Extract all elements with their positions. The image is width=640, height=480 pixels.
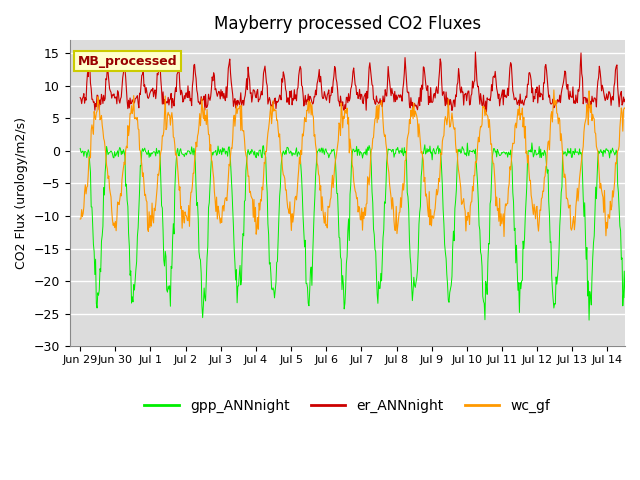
wc_gf (500, 234, 508, 240)
Text: MB_processed: MB_processed (78, 55, 178, 68)
gpp_ANNnight (76, 145, 84, 151)
wc_gf (76, 216, 84, 222)
er_ANNnight (76, 95, 84, 100)
gpp_ANNnight (308, 254, 316, 260)
wc_gf (152, 193, 160, 199)
gpp_ANNnight (79, 148, 86, 154)
er_ANNnight (621, 96, 629, 102)
wc_gf (621, 106, 629, 111)
gpp_ANNnight (481, 300, 488, 306)
gpp_ANNnight (621, 295, 629, 300)
er_ANNnight (472, 49, 479, 55)
gpp_ANNnight (152, 145, 160, 151)
er_ANNnight (481, 109, 489, 115)
gpp_ANNnight (585, 317, 593, 323)
wc_gf (79, 214, 86, 219)
er_ANNnight (152, 89, 160, 95)
gpp_ANNnight (467, 148, 475, 154)
wc_gf (330, 185, 337, 191)
Legend: gpp_ANNnight, er_ANNnight, wc_gf: gpp_ANNnight, er_ANNnight, wc_gf (139, 393, 556, 419)
Line: gpp_ANNnight: gpp_ANNnight (80, 143, 625, 320)
wc_gf (467, 199, 475, 205)
wc_gf (550, 87, 557, 93)
er_ANNnight (467, 93, 475, 98)
wc_gf (308, 112, 316, 118)
Line: wc_gf: wc_gf (80, 90, 625, 237)
Line: er_ANNnight: er_ANNnight (80, 52, 625, 112)
Title: Mayberry processed CO2 Fluxes: Mayberry processed CO2 Fluxes (214, 15, 481, 33)
er_ANNnight (308, 101, 316, 107)
gpp_ANNnight (330, 147, 337, 153)
wc_gf (481, 104, 488, 109)
Y-axis label: CO2 Flux (urology/m2/s): CO2 Flux (urology/m2/s) (15, 117, 28, 269)
gpp_ANNnight (528, 140, 536, 146)
er_ANNnight (79, 96, 86, 101)
er_ANNnight (482, 98, 490, 104)
er_ANNnight (330, 79, 337, 84)
